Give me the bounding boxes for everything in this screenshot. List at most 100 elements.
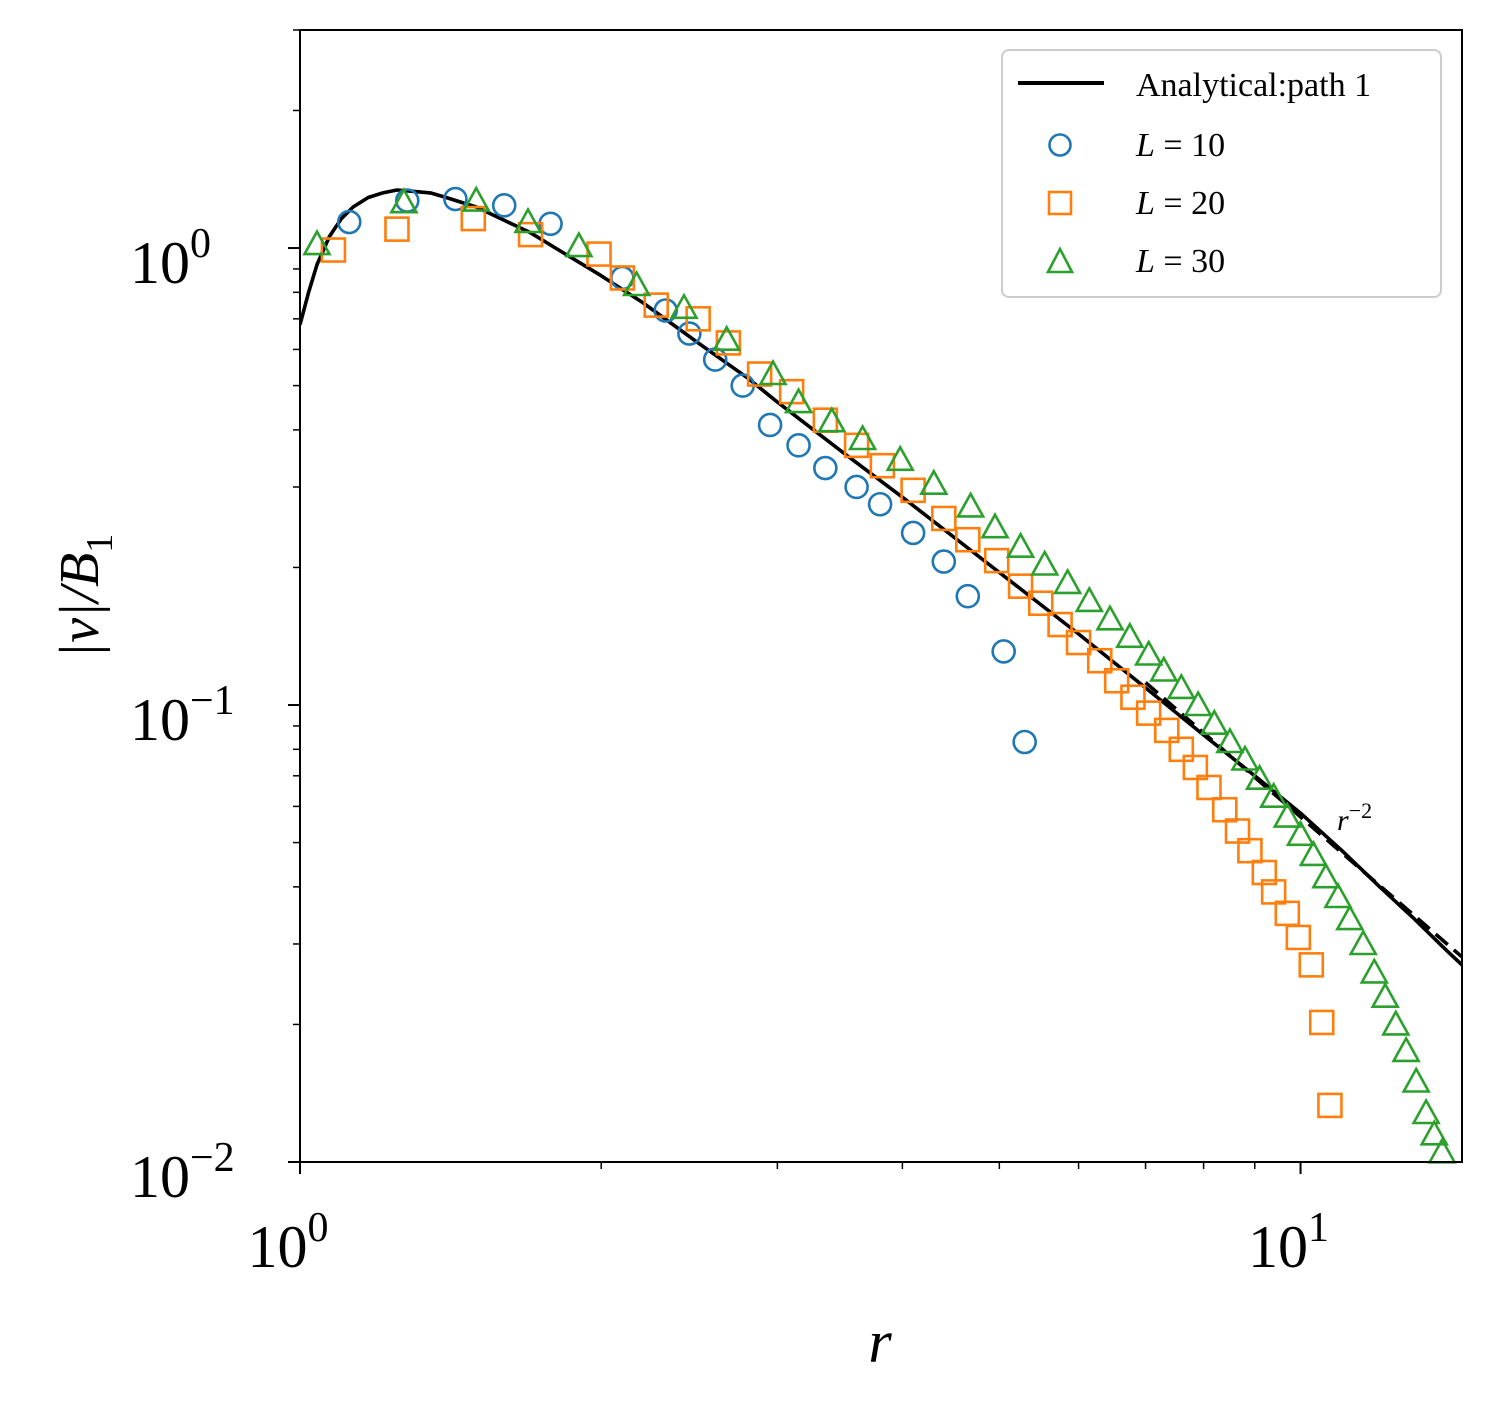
point-l20	[1007, 573, 1034, 599]
point-l10	[867, 491, 893, 517]
point-l30	[1005, 531, 1036, 559]
y-tick-label-base: 10	[130, 230, 190, 296]
point-l10	[336, 209, 362, 235]
point-l30	[1298, 839, 1329, 867]
point-l30	[621, 269, 652, 297]
point-l20	[843, 432, 870, 459]
y-tick-label-exponent: −2	[190, 1135, 235, 1181]
point-l30	[1348, 928, 1378, 956]
point-l30	[669, 292, 699, 320]
legend-l10-label: L = 10	[1135, 127, 1225, 164]
reference-line-label-exponent: −2	[1349, 798, 1372, 823]
point-l30	[513, 206, 543, 234]
axis-ticks	[288, 29, 1302, 1174]
point-l30	[1381, 1009, 1411, 1036]
point-l20	[1285, 924, 1312, 951]
point-l20	[384, 216, 410, 242]
point-l30	[1074, 585, 1105, 613]
y-tick-label: 100	[130, 221, 211, 296]
point-l20	[1237, 837, 1263, 864]
point-l30	[1285, 819, 1316, 847]
point-l30	[1335, 903, 1365, 931]
point-l10	[491, 193, 517, 218]
point-l30	[758, 358, 788, 386]
point-l30	[955, 491, 986, 518]
point-l20	[1065, 629, 1092, 656]
point-l20	[1298, 952, 1325, 978]
point-l10	[443, 186, 468, 212]
point-l30	[302, 228, 332, 256]
point-l30	[1359, 957, 1390, 984]
point-l10	[813, 455, 838, 481]
point-l20	[746, 361, 773, 387]
point-l30	[1215, 726, 1245, 754]
point-l30	[885, 444, 915, 472]
point-l30	[783, 386, 814, 414]
point-l20	[1086, 647, 1113, 674]
legend-l20-var: L	[1135, 185, 1155, 222]
point-l10	[757, 412, 783, 438]
point-l30	[1095, 604, 1125, 631]
point-l30	[919, 468, 949, 496]
legend-l20-eq: =	[1155, 185, 1191, 222]
point-l20	[1168, 736, 1195, 763]
point-l30	[1311, 862, 1341, 889]
point-l10	[677, 321, 702, 346]
x-tick-label: 101	[1248, 1205, 1329, 1280]
legend-analytical-label: Analytical:path 1	[1136, 67, 1371, 104]
legend-l10-val: 10	[1191, 127, 1225, 164]
point-l10	[955, 583, 981, 609]
series-triangle-group	[302, 185, 1457, 1164]
legend: Analytical:path 1 L = 10 L = 20 L = 30	[1001, 49, 1442, 298]
point-l20	[955, 526, 981, 553]
point-l20	[320, 237, 347, 263]
x-tick-label-base: 10	[248, 1214, 308, 1280]
point-l10	[786, 433, 811, 458]
x-tick-label-base: 10	[1248, 1214, 1308, 1280]
x-tick-label-exponent: 1	[1308, 1205, 1329, 1251]
point-l20	[1182, 754, 1209, 781]
y-tick-label: 10−1	[130, 678, 235, 753]
point-l10	[844, 474, 869, 500]
plot-frame	[299, 29, 1463, 1163]
svg-text:|v|/B1: |v|/B1	[49, 534, 121, 658]
legend-l10-marker	[1048, 133, 1072, 157]
point-l30	[847, 423, 878, 451]
legend-frame	[1001, 49, 1442, 298]
y-tick-label: 10−2	[130, 1135, 235, 1210]
point-l30	[1323, 881, 1353, 909]
point-l30	[711, 324, 742, 352]
legend-l10-var: L	[1135, 127, 1155, 164]
point-l20	[1135, 700, 1162, 726]
y-tick-label-base: 10	[130, 1144, 190, 1210]
point-l10	[1012, 729, 1037, 755]
reference-line-label-base: r	[1337, 804, 1349, 837]
legend-l30-val: 30	[1191, 243, 1225, 280]
point-l30	[1370, 981, 1400, 1009]
annotations: r−2	[1337, 798, 1372, 837]
point-l20	[1120, 684, 1146, 711]
point-l30	[1183, 689, 1213, 717]
point-l30	[1052, 567, 1083, 595]
plot-markers	[302, 185, 1457, 1164]
point-l20	[869, 452, 896, 479]
point-l30	[461, 185, 491, 212]
point-l30	[817, 406, 847, 433]
point-l30	[1272, 801, 1303, 828]
point-l30	[1133, 639, 1164, 666]
point-l30	[564, 230, 594, 258]
point-l30	[1115, 621, 1145, 649]
point-l30	[1258, 781, 1289, 809]
point-l30	[1401, 1066, 1431, 1093]
point-l20	[586, 241, 612, 267]
y-axis-label-subscript: 1	[79, 534, 121, 553]
point-l30	[1166, 672, 1197, 700]
point-l20	[1196, 774, 1222, 801]
point-l10	[900, 520, 926, 546]
point-l20	[931, 505, 957, 532]
legend-l30-label: L = 30	[1135, 243, 1225, 280]
y-axis-label: |v|/B1	[49, 534, 121, 658]
point-l30	[1391, 1035, 1421, 1063]
point-l20	[1308, 1009, 1335, 1036]
